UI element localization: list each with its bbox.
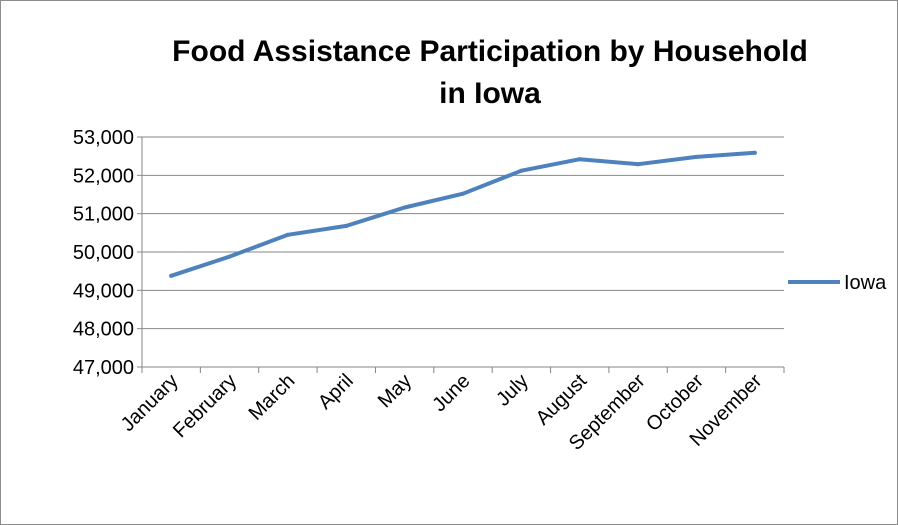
y-tick-label: 49,000 [73, 280, 134, 302]
y-tick-label: 47,000 [73, 357, 134, 379]
legend: Iowa [788, 272, 887, 294]
data-point [577, 157, 582, 162]
chart-title-line-2: in Iowa [439, 77, 541, 110]
legend-label-iowa: Iowa [844, 272, 887, 294]
data-point [636, 162, 641, 167]
x-tick-label: April [314, 370, 358, 414]
axes [137, 136, 785, 373]
series-layer [169, 150, 757, 278]
data-point [752, 150, 757, 155]
data-point [344, 223, 349, 228]
x-tick-label: July [492, 370, 533, 411]
gridlines [142, 136, 784, 330]
x-tick-label: March [245, 370, 300, 425]
series-line-iowa [169, 150, 757, 278]
y-tick-labels: 47,000 48,000 49,000 50,000 51,000 52,000 53,0… [73, 127, 134, 379]
chart-title-line-1: Food Assistance Participation by Househo… [172, 35, 808, 68]
data-point [227, 254, 232, 259]
x-tick-label: February [169, 370, 241, 442]
x-tick-label: May [374, 370, 416, 412]
data-point [169, 273, 174, 278]
y-tick-label: 52,000 [73, 165, 134, 187]
y-tick-label: 51,000 [73, 204, 134, 226]
y-tick-label: 50,000 [73, 242, 134, 264]
data-point [402, 205, 407, 210]
data-point [461, 191, 465, 196]
y-tick-label: 53,000 [73, 127, 134, 149]
y-tick-label: 48,000 [73, 319, 134, 341]
data-point [694, 154, 699, 159]
data-point [285, 232, 290, 237]
x-tick-label: June [428, 370, 474, 416]
data-point [519, 168, 524, 173]
